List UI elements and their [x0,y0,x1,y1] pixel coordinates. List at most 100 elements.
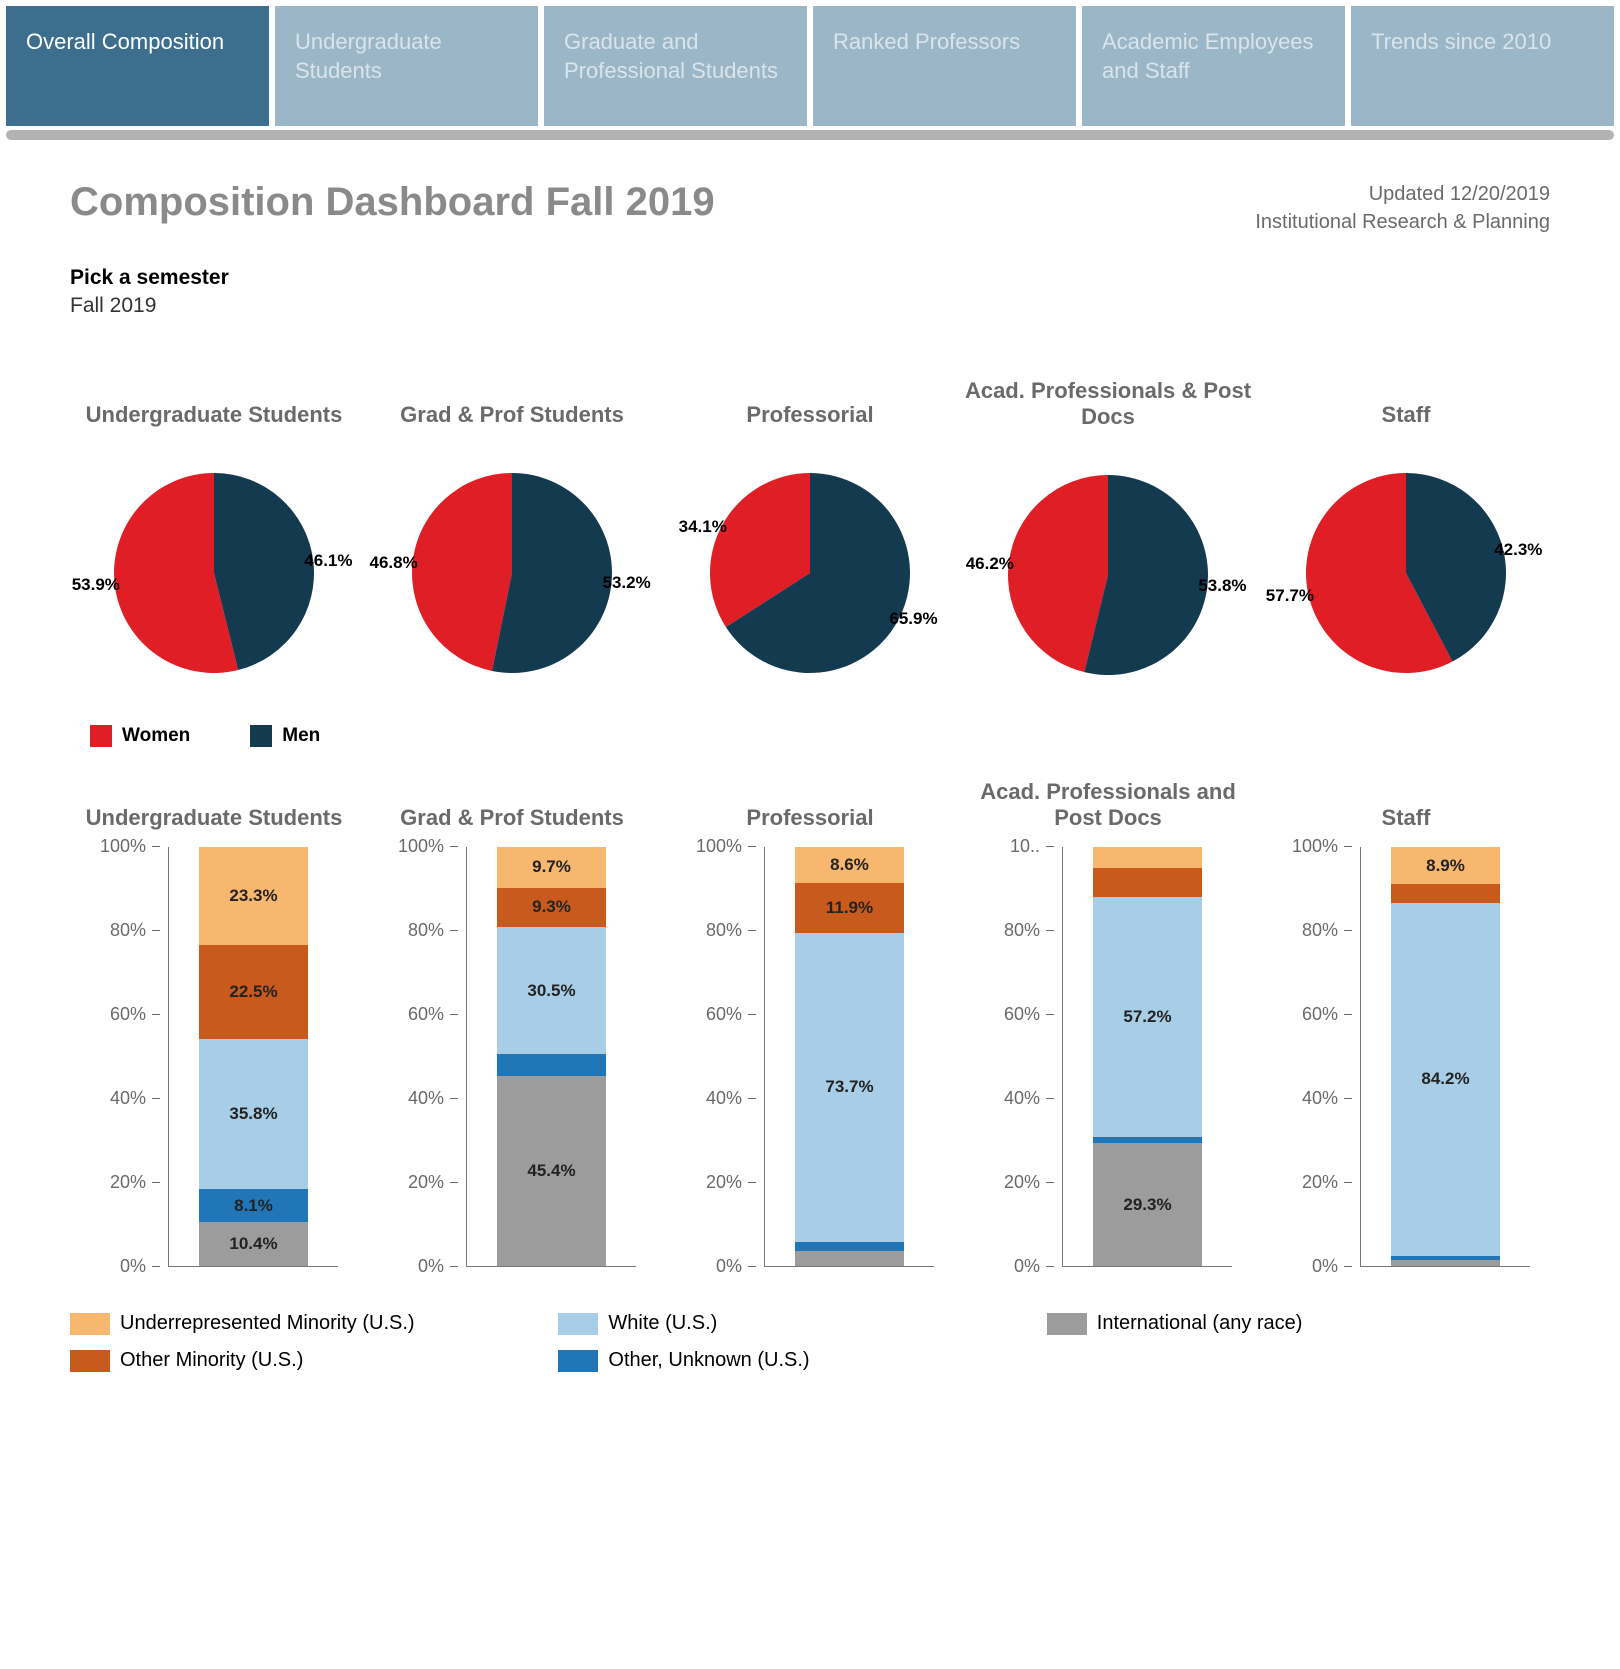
bar-chart: 0%20%40%60%80%100%84.2%8.9% [1262,847,1550,1287]
y-tick: 60% [706,1004,756,1025]
legend-international: International (any race) [1047,1312,1535,1335]
bar-plot-area: 45.4%30.5%9.3%9.7% [466,847,636,1267]
y-axis: 0%20%40%60%80%100% [368,847,458,1267]
bar-chart: 0%20%40%60%80%100%10.4%8.1%35.8%22.5%23.… [70,847,358,1287]
bar-title: Professorial [666,777,954,837]
y-tick: 80% [408,920,458,941]
pie-col-3: Acad. Professionals & Post Docs53.8%46.2… [964,378,1252,690]
pie-col-2: Professorial65.9%34.1% [666,378,954,690]
bar-segment-other_minority: 11.9% [795,883,903,933]
y-tick-mark [152,1182,160,1183]
bar-segment-white: 57.2% [1093,897,1201,1137]
bar-segment-international [1391,1260,1499,1266]
bar-segment-underrep [1093,847,1201,868]
pie-chart: 46.1%53.9% [99,458,329,688]
y-tick: 0% [1014,1256,1054,1277]
bar-col-2: Professorial0%20%40%60%80%100%73.7%11.9%… [666,777,954,1287]
bar-segment-underrep: 23.3% [199,847,307,945]
pie-label-men: 53.2% [603,573,651,593]
swatch-men [250,725,272,747]
y-tick: 60% [408,1004,458,1025]
tab-3[interactable]: Ranked Professors [813,6,1076,126]
y-tick-label: 10.. [1010,836,1040,857]
bar-segment-label: 23.3% [229,886,277,906]
y-tick-label: 20% [408,1172,444,1193]
tab-1[interactable]: Undergraduate Students [275,6,538,126]
y-axis: 0%20%40%60%80%100% [70,847,160,1267]
bar-segment-underrep: 8.6% [795,847,903,883]
pie-title: Acad. Professionals & Post Docs [964,378,1252,440]
y-tick: 40% [706,1088,756,1109]
bar-stack: 29.3% 57.2% [1093,847,1201,1266]
semester-picker-value: Fall 2019 [70,294,1550,318]
y-tick-mark [748,930,756,931]
pie-title: Staff [1262,378,1550,438]
y-tick-mark [1344,930,1352,931]
bar-stack: 73.7%11.9%8.6% [795,847,903,1266]
pie-col-1: Grad & Prof Students 53.2% 46.8% [368,378,656,690]
swatch-international [1047,1313,1087,1335]
tab-4[interactable]: Academic Employees and Staff [1082,6,1345,126]
y-tick: 100% [398,836,458,857]
y-tick-label: 100% [100,836,146,857]
y-tick-mark [1046,1098,1054,1099]
y-tick: 100% [100,836,160,857]
y-tick: 0% [1312,1256,1352,1277]
semester-picker[interactable]: Pick a semester Fall 2019 [70,266,1550,318]
legend-label: Other Minority (U.S.) [120,1349,303,1372]
pie-label-women: 46.8% [369,553,417,573]
y-tick-label: 20% [706,1172,742,1193]
legend-underrep: Underrepresented Minority (U.S.) [70,1312,558,1335]
y-tick-label: 60% [1302,1004,1338,1025]
y-tick-label: 40% [1302,1088,1338,1109]
bar-segment-international: 45.4% [497,1076,605,1266]
y-tick-mark [450,1266,458,1267]
bar-segment-other_unknown [497,1054,605,1075]
tab-0[interactable]: Overall Composition [6,6,269,126]
y-tick-label: 80% [706,920,742,941]
updated-date: Updated 12/20/2019 [1255,180,1550,208]
legend-white: White (U.S.) [558,1312,1046,1335]
y-tick-mark [1046,930,1054,931]
swatch-other_unknown [558,1350,598,1372]
legend-other_minority: Other Minority (U.S.) [70,1349,558,1372]
y-tick: 20% [1004,1172,1054,1193]
y-tick-mark [748,1098,756,1099]
bar-segment-other_minority [1391,884,1499,902]
bar-segment-label: 30.5% [527,981,575,1001]
y-tick: 20% [110,1172,160,1193]
tab-5[interactable]: Trends since 2010 [1351,6,1614,126]
y-tick: 40% [1004,1088,1054,1109]
bar-plot-area: 84.2%8.9% [1360,847,1530,1267]
y-tick-mark [152,1014,160,1015]
y-tick: 20% [408,1172,458,1193]
bar-segment-label: 35.8% [229,1104,277,1124]
y-tick: 80% [1004,920,1054,941]
y-tick-mark [1046,1014,1054,1015]
bar-segment-international: 29.3% [1093,1143,1201,1266]
race-bar-row: Undergraduate Students0%20%40%60%80%100%… [70,777,1550,1287]
bar-col-4: Staff0%20%40%60%80%100%84.2%8.9% [1262,777,1550,1287]
y-tick-mark [450,846,458,847]
y-tick-label: 0% [1312,1256,1338,1277]
y-tick: 20% [706,1172,756,1193]
legend-label: White (U.S.) [608,1312,717,1335]
y-tick-label: 60% [706,1004,742,1025]
bar-title: Undergraduate Students [70,777,358,837]
y-tick-label: 80% [1004,920,1040,941]
bar-segment-other_minority: 22.5% [199,945,307,1039]
pie-col-0: Undergraduate Students46.1%53.9% [70,378,358,690]
tab-2[interactable]: Graduate and Professional Students [544,6,807,126]
pie-label-men: 46.1% [304,551,352,571]
y-tick-label: 20% [1004,1172,1040,1193]
swatch-white [558,1313,598,1335]
pie-label-women: 57.7% [1266,586,1314,606]
y-tick-label: 0% [716,1256,742,1277]
y-axis: 0%20%40%60%80%100% [666,847,756,1267]
pie-label-women: 34.1% [679,517,727,537]
bar-segment-label: 29.3% [1123,1195,1171,1215]
legend-women: Women [90,725,190,747]
pie-title: Grad & Prof Students [368,378,656,438]
legend-men: Men [250,725,320,747]
y-tick-label: 80% [408,920,444,941]
